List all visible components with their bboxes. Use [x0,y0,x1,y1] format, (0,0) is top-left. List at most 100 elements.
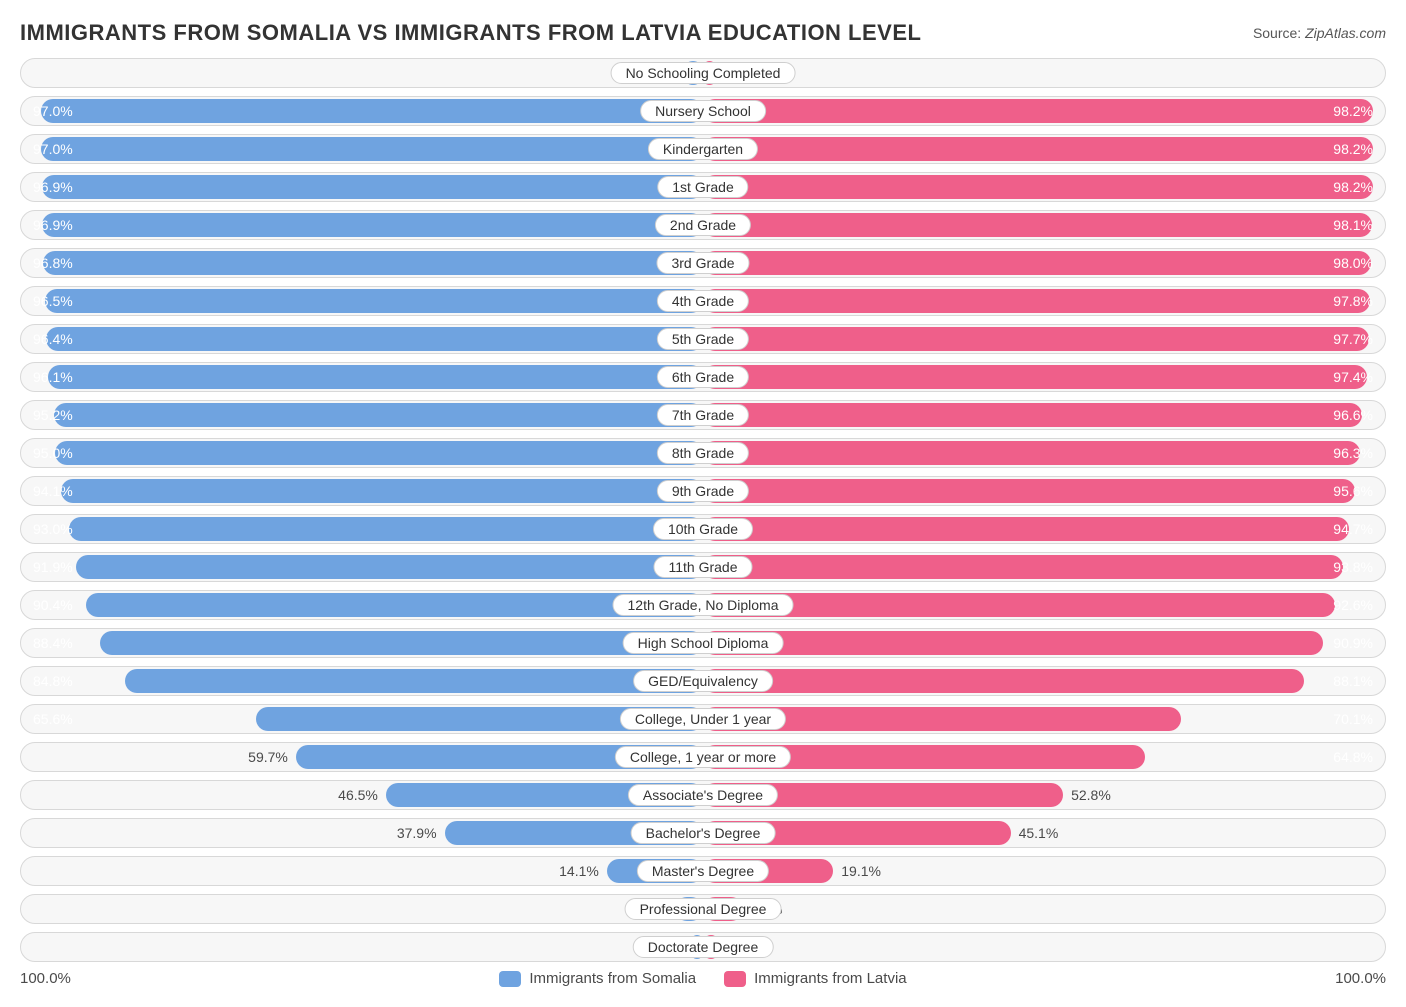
pct-right: 97.7% [1333,331,1373,347]
bar-right [703,479,1355,503]
category-label: GED/Equivalency [633,670,773,692]
bar-left [100,631,703,655]
bar-left [55,441,703,465]
bar-right [703,669,1304,693]
chart-row: 84.8% 88.1% GED/Equivalency [20,666,1386,696]
chart-row: 96.5%97.8%4th Grade [20,286,1386,316]
category-label: 11th Grade [653,556,752,578]
category-label: 2nd Grade [655,214,751,236]
chart-row: 46.5% 52.8% Associate's Degree [20,780,1386,810]
category-label: 8th Grade [657,442,749,464]
pct-right: 98.1% [1333,217,1373,233]
legend-item-right: Immigrants from Latvia [724,970,907,987]
bar-right [703,289,1370,313]
bar-left [41,99,703,123]
category-label: Kindergarten [648,138,758,160]
bar-right [703,555,1343,579]
chart-row: 96.8% 98.0% 3rd Grade [20,248,1386,278]
pct-right: 88.1% [1333,673,1373,689]
chart-header: IMMIGRANTS FROM SOMALIA VS IMMIGRANTS FR… [20,20,1386,46]
chart-row: 97.0%98.2%Nursery School [20,96,1386,126]
bar-left [46,327,703,351]
bar-right [703,631,1323,655]
pct-right: 90.9% [1333,635,1373,651]
category-label: College, Under 1 year [620,708,786,730]
bar-left [54,403,703,427]
category-label: 3rd Grade [656,252,749,274]
pct-right: 70.1% [1333,711,1373,727]
chart-footer: 100.0% Immigrants from Somalia Immigrant… [20,970,1386,987]
pct-left: 14.1% [559,863,599,879]
chart-row: 96.9%98.2%1st Grade [20,172,1386,202]
bar-right [703,99,1373,123]
source-label: Source: [1253,25,1305,41]
chart-row: 4.1%5.8%Professional Degree [20,894,1386,924]
pct-right: 52.8% [1071,787,1111,803]
bar-right [703,365,1367,389]
chart-legend: Immigrants from Somalia Immigrants from … [71,970,1335,987]
pct-left: 95.0% [33,445,73,461]
chart-row: 96.4%97.7%5th Grade [20,324,1386,354]
pct-right: 97.4% [1333,369,1373,385]
pct-left: 96.8% [33,255,73,271]
category-label: 7th Grade [657,404,749,426]
chart-row: 90.4%92.6%12th Grade, No Diploma [20,590,1386,620]
bar-right [703,327,1369,351]
category-label: Professional Degree [625,898,782,920]
pct-left: 46.5% [338,787,378,803]
pct-right: 92.6% [1333,597,1373,613]
legend-swatch-right [724,971,746,987]
pct-right: 98.0% [1333,255,1373,271]
pct-left: 88.4% [33,635,73,651]
category-label: No Schooling Completed [611,62,796,84]
bar-left [69,517,703,541]
pct-right: 64.8% [1333,749,1373,765]
bar-right [703,175,1373,199]
category-label: 4th Grade [657,290,749,312]
category-label: Master's Degree [637,860,769,882]
axis-max-left: 100.0% [20,970,71,987]
pct-left: 95.2% [33,407,73,423]
category-label: Associate's Degree [628,784,778,806]
chart-row: 1.8%2.4%Doctorate Degree [20,932,1386,962]
bar-right [703,441,1360,465]
pct-left: 96.4% [33,331,73,347]
chart-row: 91.9% 93.8% 11th Grade [20,552,1386,582]
pct-left: 59.7% [248,749,288,765]
bar-right [703,517,1349,541]
pct-left: 96.9% [33,217,73,233]
legend-label-left: Immigrants from Somalia [529,970,696,987]
category-label: Nursery School [640,100,766,122]
pct-left: 96.5% [33,293,73,309]
bar-left [61,479,703,503]
pct-right: 98.2% [1333,141,1373,157]
chart-row: 96.9% 98.1% 2nd Grade [20,210,1386,240]
pct-left: 84.8% [33,673,73,689]
pct-right: 95.6% [1333,483,1373,499]
category-label: High School Diploma [623,632,784,654]
category-label: College, 1 year or more [615,746,791,768]
bar-left [43,251,703,275]
bar-right [703,403,1362,427]
bar-left [41,137,703,161]
axis-max-right: 100.0% [1335,970,1386,987]
pct-left: 93.0% [33,521,73,537]
category-label: 10th Grade [653,518,753,540]
chart-row: 3.0%1.9%No Schooling Completed [20,58,1386,88]
diverging-bar-chart: 3.0%1.9%No Schooling Completed97.0%98.2%… [20,58,1386,962]
chart-row: 96.1%97.4%6th Grade [20,362,1386,392]
pct-left: 97.0% [33,103,73,119]
chart-row: 65.6%70.1%College, Under 1 year [20,704,1386,734]
pct-left: 90.4% [33,597,73,613]
bar-left [48,365,703,389]
bar-right [703,251,1371,275]
chart-row: 37.9%45.1%Bachelor's Degree [20,818,1386,848]
pct-right: 96.6% [1333,407,1373,423]
pct-right: 96.3% [1333,445,1373,461]
chart-row: 95.2% 96.6% 7th Grade [20,400,1386,430]
bar-left [42,213,703,237]
chart-source: Source: ZipAtlas.com [1253,25,1386,41]
bar-right [703,137,1373,161]
pct-left: 91.9% [33,559,73,575]
pct-right: 93.8% [1333,559,1373,575]
